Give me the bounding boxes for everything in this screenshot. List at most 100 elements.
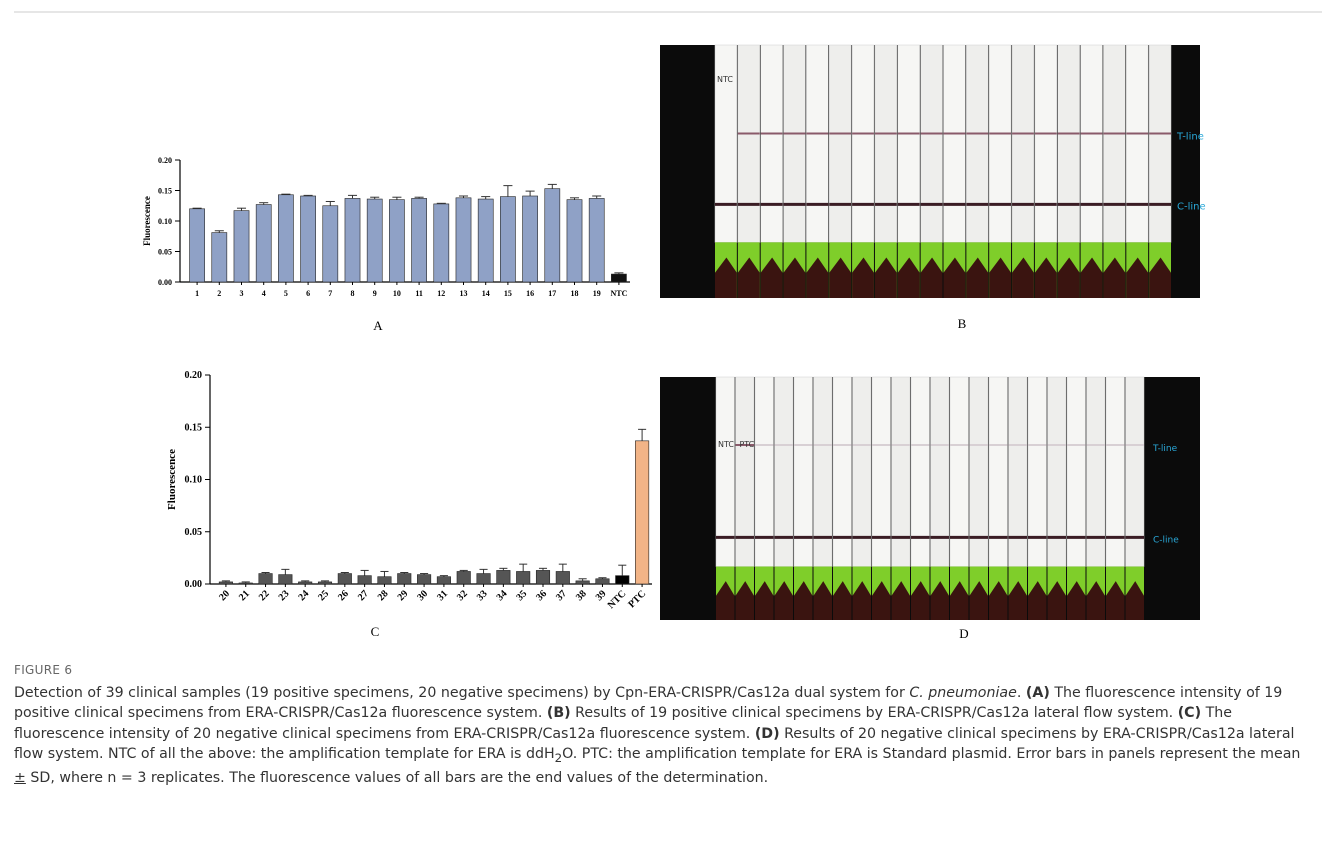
strip-arrow <box>1126 257 1149 298</box>
caption-text: Results of 19 positive clinical specimen… <box>570 705 1178 721</box>
strip-arrow <box>715 257 737 298</box>
strip-arrow <box>794 581 813 620</box>
strip <box>1057 44 1080 243</box>
x-tick-label: 31 <box>435 588 450 603</box>
strip-arrow <box>716 581 735 620</box>
x-tick-label: 26 <box>336 588 351 603</box>
strip-arrow <box>874 257 897 298</box>
x-tick-label: 15 <box>504 289 512 298</box>
strip-arrow <box>1106 581 1125 620</box>
strip <box>1126 44 1149 243</box>
y-tick-label: 0.05 <box>185 527 203 538</box>
y-tick-label: 0.20 <box>158 156 172 165</box>
x-tick-label: PTC <box>626 588 648 610</box>
x-tick-label: 16 <box>526 289 534 298</box>
x-tick-label: 37 <box>554 588 569 603</box>
strip-arrow <box>1103 257 1126 298</box>
strip <box>988 44 1012 243</box>
strip-arrow <box>1057 257 1080 298</box>
x-tick-label: 5 <box>284 289 288 298</box>
bar <box>477 198 494 283</box>
bar <box>476 573 491 585</box>
bar <box>211 232 228 283</box>
strip-arrow <box>897 257 920 298</box>
bar <box>255 204 272 283</box>
strip <box>737 44 760 243</box>
bar <box>417 574 432 585</box>
x-tick-label: 4 <box>262 289 266 298</box>
strip-arrow <box>911 581 930 620</box>
t-line-label: T-line <box>1176 132 1204 143</box>
y-tick-label: 0.05 <box>158 248 172 257</box>
caption-text: O. PTC: the amplification template for E… <box>562 746 1301 762</box>
strip-arrow <box>891 581 910 620</box>
strip-arrow <box>760 257 783 298</box>
strip-arrow <box>872 581 891 620</box>
bar <box>456 571 471 585</box>
strip <box>783 44 806 243</box>
caption-text: Detection of 39 clinical samples (19 pos… <box>14 684 910 701</box>
strip <box>1080 44 1103 243</box>
strip-arrow <box>735 581 754 620</box>
y-tick-label: 0.20 <box>185 370 203 381</box>
strip-arrow <box>1047 581 1066 620</box>
caption-text: The fluorescence intensity of 20 negativ… <box>14 705 1232 742</box>
bar <box>615 575 630 585</box>
caption-bold: (C) <box>1177 705 1202 721</box>
y-tick-label: 0.00 <box>158 278 172 287</box>
caption-bold: (A) <box>1025 684 1050 701</box>
caption-bold: (B) <box>546 705 571 721</box>
strip-arrow <box>1034 257 1057 298</box>
x-tick-label: 23 <box>277 588 292 603</box>
strip <box>1034 44 1058 243</box>
bar <box>366 198 383 283</box>
x-tick-label: 10 <box>393 289 401 298</box>
bar <box>595 578 610 585</box>
bar <box>500 196 516 283</box>
x-tick-label: 35 <box>514 588 529 603</box>
strip-label: PTC <box>739 440 754 449</box>
y-tick-label: 0.00 <box>185 579 203 590</box>
bar <box>317 581 333 585</box>
x-tick-label: 14 <box>482 289 490 298</box>
bar <box>588 198 605 283</box>
panel-label: D <box>959 626 968 641</box>
x-tick-label: 34 <box>495 588 510 603</box>
x-tick-label: 33 <box>475 588 490 603</box>
x-tick-label: 21 <box>237 588 252 603</box>
strip-arrow <box>813 581 832 620</box>
strip <box>829 44 852 243</box>
x-tick-label: 28 <box>376 588 391 603</box>
bar <box>496 570 511 585</box>
strip-arrow <box>1080 257 1103 298</box>
x-tick-label: 29 <box>396 588 411 603</box>
caption-italic: C. pneumoniae <box>909 684 1017 701</box>
bar <box>389 199 405 283</box>
x-tick-label: 1 <box>195 289 199 298</box>
panel-label: B <box>958 316 967 331</box>
caption-text: Results of 20 negative clinical specimen… <box>14 725 1295 763</box>
bar <box>433 203 450 283</box>
panel-label: C <box>371 624 380 639</box>
strip-arrow <box>1067 581 1086 620</box>
x-tick-label: 7 <box>328 289 332 298</box>
x-tick-label: 18 <box>571 289 579 298</box>
strip-arrow <box>1012 257 1034 298</box>
x-tick-label: 8 <box>351 289 355 298</box>
strip <box>851 44 875 243</box>
strip-arrow <box>989 257 1012 298</box>
x-tick-label: 19 <box>593 289 601 298</box>
strip-arrow <box>1086 581 1105 620</box>
caption-sub: 2 <box>554 750 563 765</box>
caption-text: . <box>1016 684 1026 701</box>
strip-arrow <box>833 581 852 620</box>
x-tick-label: 30 <box>415 588 430 603</box>
y-tick-label: 0.15 <box>185 422 203 433</box>
caption: FIGURE 6 Detection of 39 clinical sample… <box>14 660 1309 789</box>
strip-label: NTC <box>717 75 733 84</box>
strip-arrow <box>829 257 852 298</box>
strip <box>897 44 920 243</box>
bar <box>397 573 412 585</box>
bar <box>635 440 650 585</box>
x-tick-label: 12 <box>437 289 445 298</box>
